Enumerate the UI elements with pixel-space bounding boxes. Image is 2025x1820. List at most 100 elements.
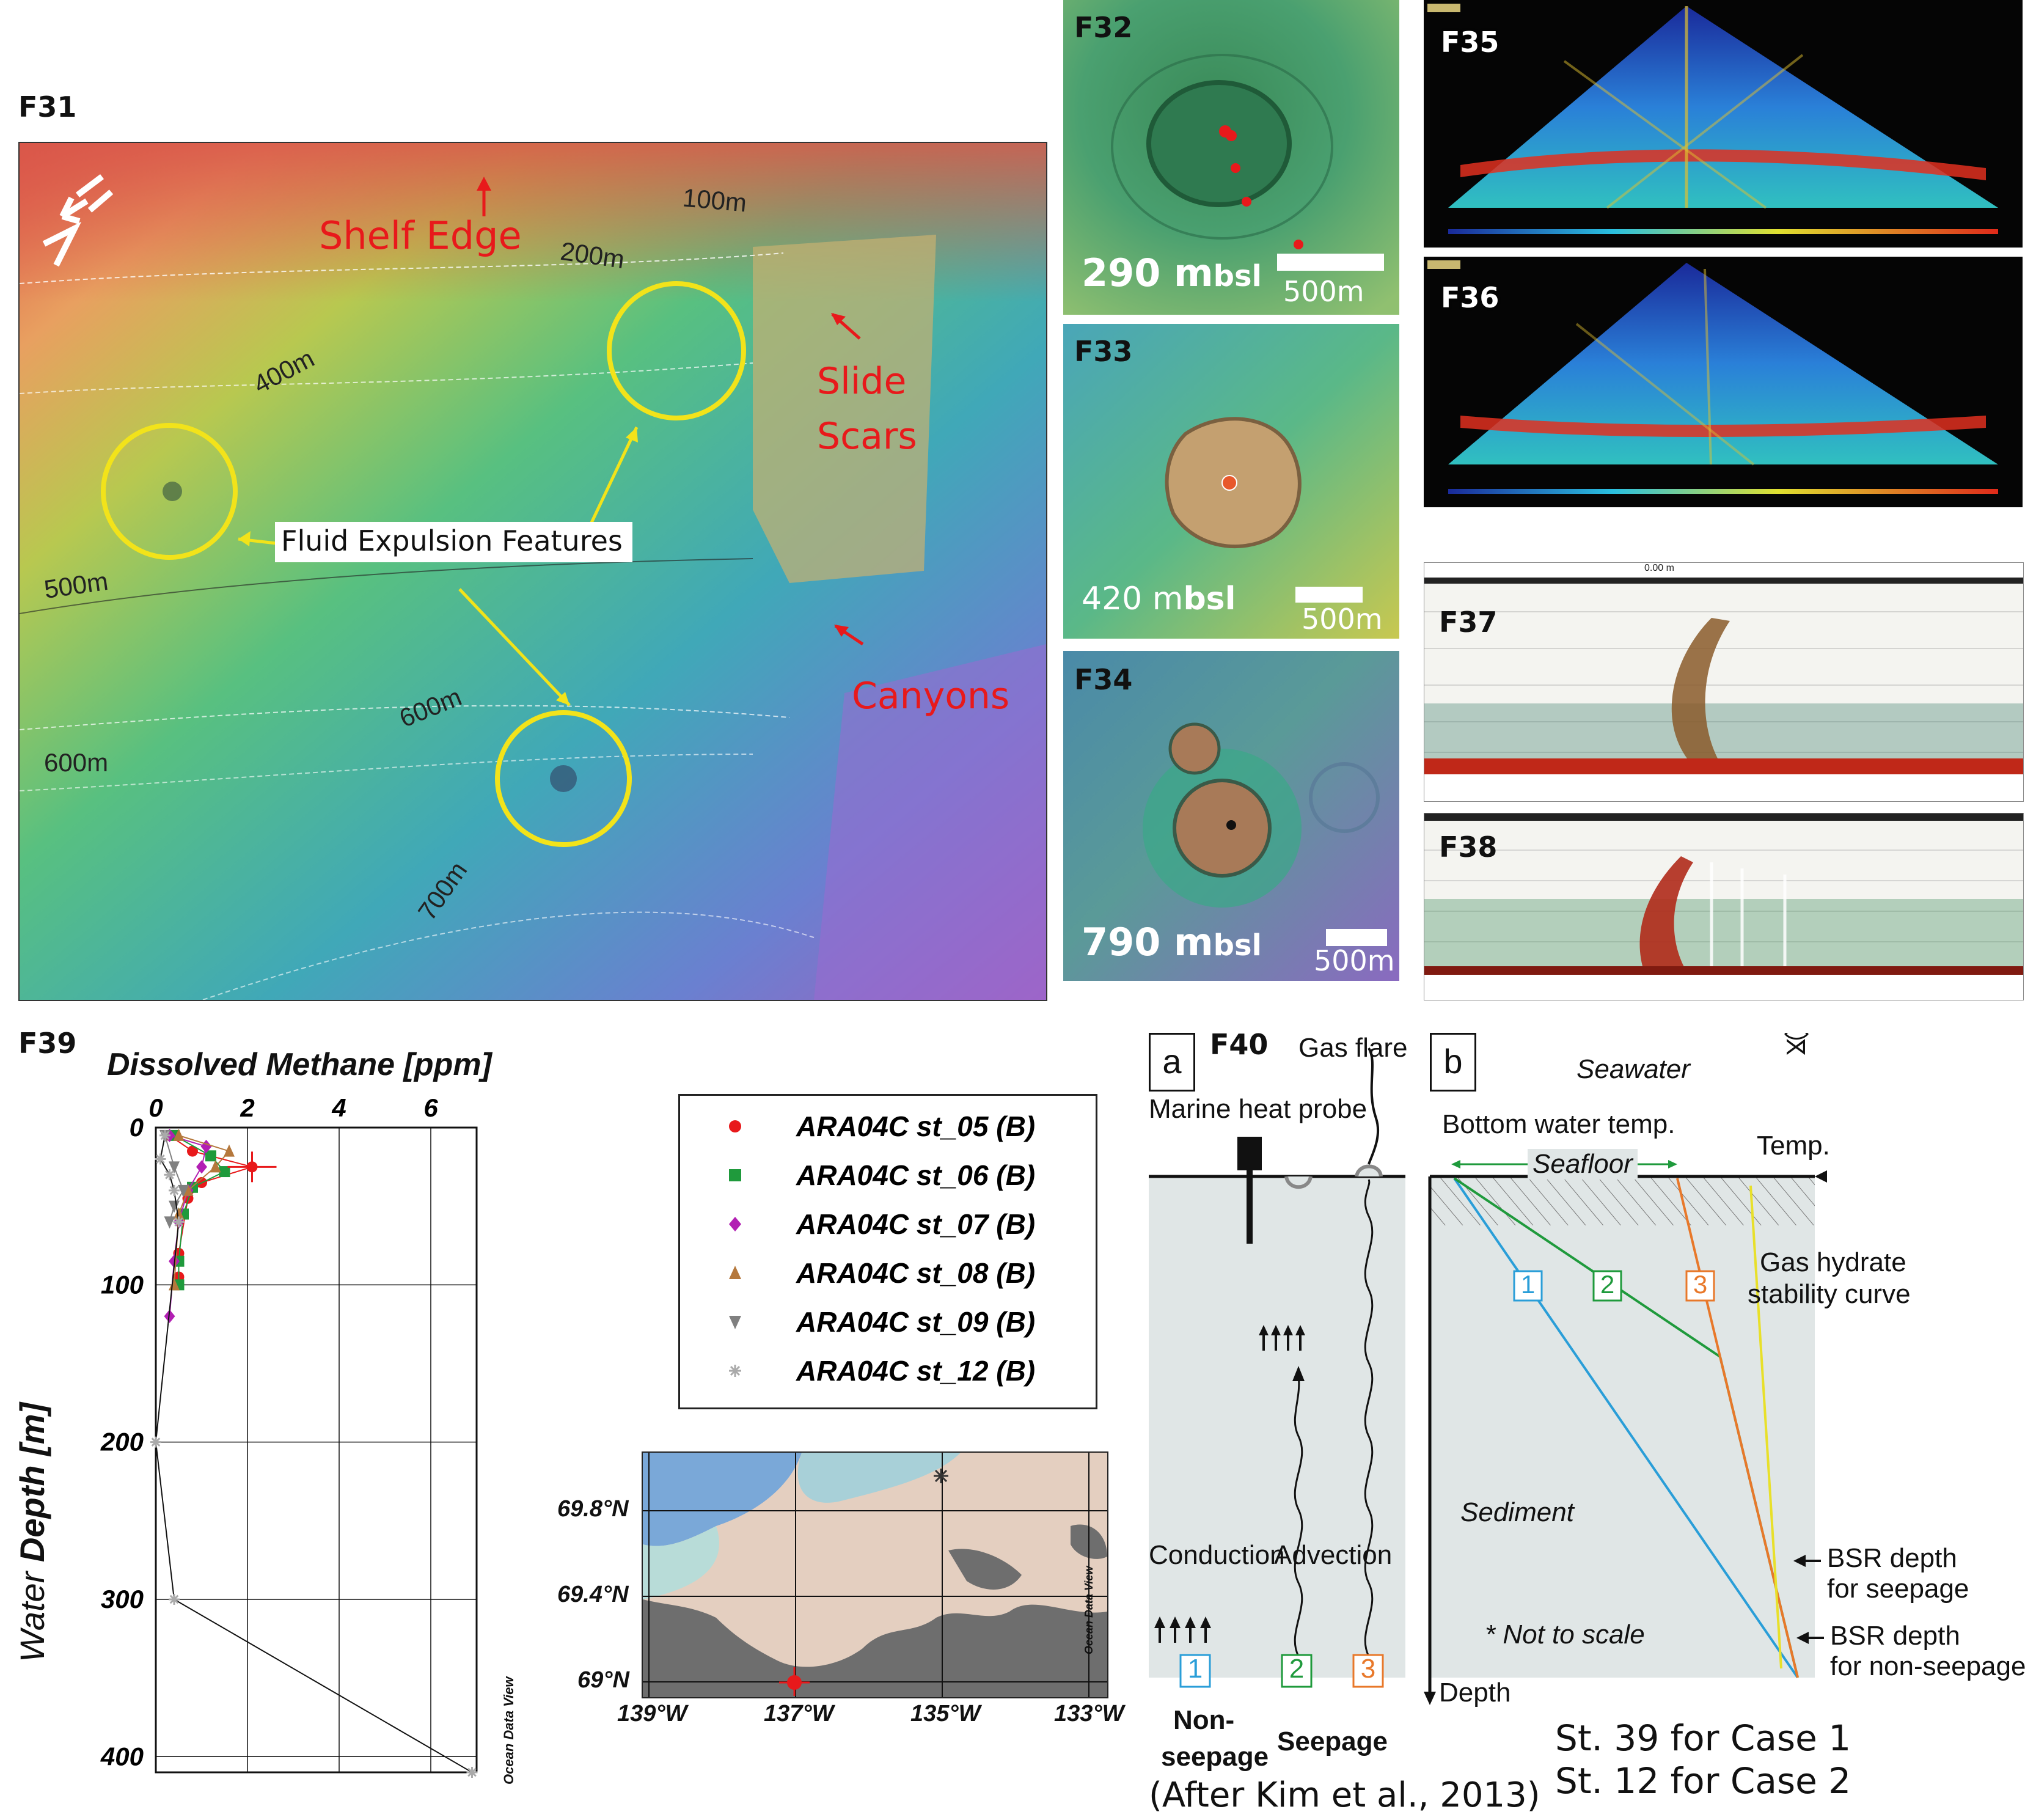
fluid-feature-circle (101, 423, 238, 560)
data-point (155, 1153, 166, 1165)
f35-fan: F35 (1424, 0, 2023, 248)
f32-map: F32 290 mbsl 500m (1063, 0, 1399, 315)
f40-curve-3: 3 (1693, 1270, 1708, 1299)
f40-curve-1: 1 (1520, 1270, 1536, 1299)
f40-label-a: a (1149, 1033, 1195, 1092)
label-canyons: Canyons (852, 675, 1010, 717)
data-point (205, 1150, 216, 1162)
f40-depth-axis: Depth (1439, 1678, 1511, 1708)
map-lon-label: 137°W (764, 1701, 834, 1726)
f31-map: Shelf Edge Slide Scars Canyons Fluid Exp… (18, 142, 1047, 1001)
f39-watermark: Ocean Data View (501, 1676, 516, 1785)
map-lat-label: 69.8°N (557, 1496, 629, 1522)
f40-a-text: a (1162, 1042, 1182, 1081)
f32-depth: 290 mbsl (1082, 251, 1262, 295)
f40-non-seepage-line2: seepage (1161, 1742, 1269, 1772)
map-lon-label: 139°W (617, 1701, 687, 1726)
f40-bsr-seepage-line2: for seepage (1827, 1574, 1969, 1604)
legend-marker (729, 1169, 741, 1181)
y-tick-label: 100 (101, 1270, 144, 1299)
legend-marker (729, 1217, 741, 1231)
f37-echogram: 0.00 m F37 (1424, 562, 2024, 802)
f33-scale: 500m (1302, 603, 1383, 636)
f34-depth-value: 790 m (1082, 920, 1214, 964)
y-tick-label: 300 (101, 1585, 144, 1613)
f39-inset-map: Ocean Data View (642, 1451, 1108, 1698)
legend-label: ARA04C st_05 (B) (796, 1110, 1035, 1142)
panel-label-f35: F35 (1441, 26, 1500, 59)
legend-marker (729, 1120, 741, 1132)
f40-non-seepage: Non-seepage (1161, 1702, 1269, 1775)
label-scars: Scars (817, 415, 917, 458)
f32-depth-unit: bsl (1213, 259, 1262, 293)
legend-label: ARA04C st_09 (B) (796, 1306, 1035, 1338)
f40-seepage: Seepage (1277, 1726, 1388, 1756)
map-lat-label: 69.4°N (557, 1582, 629, 1607)
x-tick-label: 0 (148, 1093, 163, 1122)
f39-ylabel: Water Depth [m] (12, 1403, 52, 1662)
y-tick-label: 400 (100, 1742, 144, 1770)
legend-label: ARA04C st_08 (B) (796, 1257, 1035, 1289)
f40-non-seepage-line1: Non- (1173, 1705, 1235, 1735)
f40-gas-hydrate-line1: Gas hydrate (1760, 1247, 1906, 1277)
north-arrow-icon (42, 174, 114, 267)
contour-label: 600m (44, 748, 109, 777)
plot-frame (155, 1126, 478, 1774)
note-case1: St. 39 for Case 1 (1555, 1717, 1851, 1759)
f40-not-to-scale: * Not to scale (1485, 1620, 1645, 1649)
f40-curve-2: 2 (1600, 1270, 1615, 1299)
station-marker-st39 (779, 1667, 810, 1696)
data-point (466, 1767, 478, 1778)
f40-box-2: 2 (1289, 1654, 1305, 1684)
f40-bsr-seepage: BSR depth for seepage (1827, 1543, 1969, 1604)
panel-label-f39: F39 (18, 1027, 77, 1060)
data-point (159, 1129, 170, 1141)
panel-label-f40: F40 (1210, 1028, 1269, 1061)
data-point (173, 1128, 185, 1141)
f40-bsr-seepage-line1: BSR depth (1827, 1543, 1957, 1573)
y-tick-label: 0 (130, 1113, 144, 1142)
f40-temp-axis: Temp. (1757, 1131, 1830, 1161)
contour-label: 100m (681, 183, 748, 218)
f40-bsr-non-line1: BSR depth (1830, 1621, 1960, 1651)
f40-gas-hydrate: Gas hydrate stability curve (1748, 1247, 1911, 1310)
map-lon-label: 135°W (910, 1701, 981, 1726)
f40-citation: (After Kim et al., 2013) (1149, 1775, 1540, 1815)
legend-label: ARA04C st_07 (B) (796, 1208, 1035, 1240)
f40-gas-hydrate-line2: stability curve (1748, 1279, 1911, 1309)
data-point (178, 1184, 189, 1197)
inset-station-markers (779, 1469, 948, 1696)
panel-label-f32: F32 (1074, 11, 1133, 44)
fluid-feature-circle (607, 281, 746, 420)
legend-label: ARA04C st_12 (B) (796, 1355, 1035, 1387)
label-shelf-edge: Shelf Edge (319, 213, 522, 258)
fish-icon: ⋊ (1784, 1034, 1807, 1060)
data-point (219, 1166, 230, 1178)
f40-sediment: Sediment (1460, 1497, 1574, 1527)
f33-depth: 420 mbsl (1082, 581, 1236, 617)
note-case2: St. 12 for Case 2 (1555, 1760, 1851, 1802)
legend-marker (729, 1316, 741, 1329)
f33-depth-unit: bsl (1183, 581, 1236, 617)
f40-bsr-non-line2: for non-seepage (1830, 1651, 2025, 1681)
f40-box-1: 1 (1187, 1654, 1203, 1684)
data-point (169, 1200, 180, 1213)
data-point (173, 1207, 185, 1220)
f40-b-text: b (1443, 1042, 1463, 1081)
label-fluid-expulsion: Fluid Expulsion Features (275, 522, 632, 562)
fluid-feature-circle (495, 710, 632, 847)
station-marker-st12 (934, 1469, 948, 1483)
f40-marine-heat-probe: Marine heat probe (1149, 1094, 1368, 1124)
f32-scale: 500m (1283, 275, 1364, 308)
f39-ylabel-water: Water (13, 1571, 51, 1662)
x-tick-label: 4 (331, 1093, 346, 1122)
f34-map: F34 790 mbsl 500m (1063, 651, 1399, 981)
legend-label: ARA04C st_06 (B) (796, 1159, 1035, 1191)
data-point (169, 1161, 180, 1174)
f40-advection: Advection (1274, 1540, 1393, 1570)
fish-icon (1784, 1033, 1809, 1040)
label-slide: Slide (817, 360, 907, 403)
data-point (196, 1160, 207, 1174)
f37-header: 0.00 m (1644, 563, 1674, 573)
f40-gas-flare: Gas flare (1298, 1033, 1408, 1063)
